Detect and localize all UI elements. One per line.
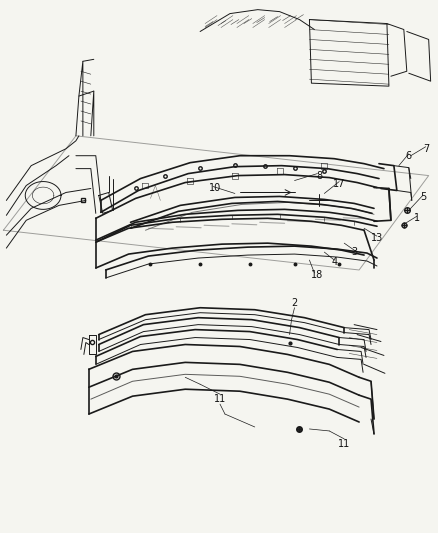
Text: 5: 5 — [420, 192, 427, 203]
Text: 17: 17 — [333, 179, 346, 189]
Text: 11: 11 — [214, 394, 226, 404]
Text: 13: 13 — [371, 233, 383, 243]
Text: 1: 1 — [413, 213, 420, 223]
Text: 4: 4 — [331, 257, 337, 267]
Text: 6: 6 — [406, 151, 412, 161]
Text: 11: 11 — [338, 439, 350, 449]
Text: 7: 7 — [424, 144, 430, 154]
Text: 8: 8 — [316, 171, 322, 181]
Text: 10: 10 — [209, 183, 221, 193]
Text: 3: 3 — [351, 247, 357, 257]
Text: 2: 2 — [291, 298, 298, 308]
Text: 18: 18 — [311, 270, 324, 280]
